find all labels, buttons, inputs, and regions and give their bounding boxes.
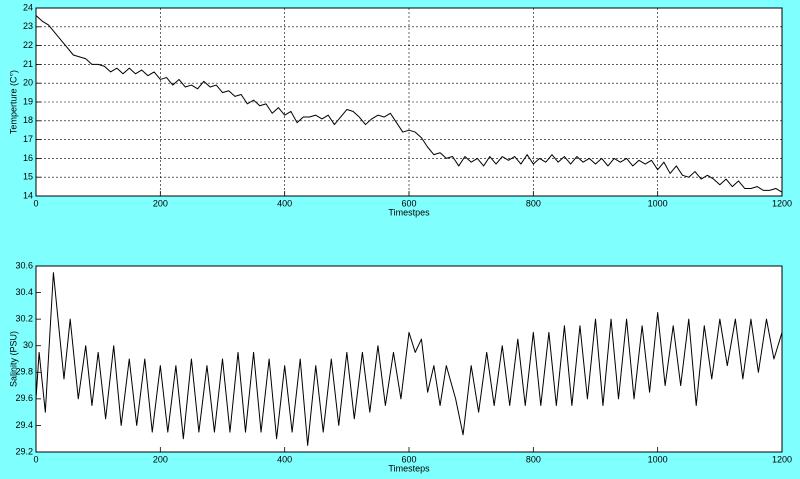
y-tick-label: 30.2 [15,314,33,324]
subplot: 0 200 400 600 800 1000 1200 29.2 29.4 29.6 29.8 30 3… [8,260,792,473]
y-tick-label: 29.4 [15,420,33,430]
y-tick-label: 23 [23,21,33,31]
x-tick-label: 200 [153,198,168,208]
x-tick-label: 800 [526,454,541,464]
x-tick-label: 1000 [648,198,668,208]
y-tick-label: 21 [23,59,33,69]
x-axis-label: Timesteps [388,463,430,473]
x-tick-label: 1000 [648,454,668,464]
subplot: 0 200 400 600 800 1000 1200 14 15 16 17 18 19 20 21 22 2… [8,2,792,217]
y-tick-label: 30.4 [15,287,33,297]
x-tick-label: 400 [277,198,292,208]
x-tick-label: 200 [153,454,168,464]
y-tick-label: 29.6 [15,393,33,403]
y-axis-label: Temperture (C°) [8,70,18,134]
y-tick-label: 20 [23,78,33,88]
data-line [35,272,783,446]
data-line [35,15,783,193]
x-tick-label: 0 [33,198,38,208]
x-tick-label: 800 [526,198,541,208]
x-axis-label: Timestpes [388,207,430,217]
y-tick-label: 22 [23,40,33,50]
x-tick-label: 400 [277,454,292,464]
x-tick-label: 600 [401,454,416,464]
y-tick-label: 30.6 [15,260,33,270]
y-tick-label: 19 [23,96,33,106]
y-tick-label: 14 [23,190,33,200]
y-tick-label: 16 [23,153,33,163]
plot-area [35,265,783,453]
y-tick-label: 24 [23,2,33,12]
x-tick-label: 1200 [772,454,792,464]
x-tick-label: 0 [33,454,38,464]
y-tick-label: 30 [23,340,33,350]
x-tick-label: 1200 [772,198,792,208]
x-tick-label: 600 [401,198,416,208]
y-tick-label: 29.2 [15,446,33,456]
y-tick-label: 29.8 [15,367,33,377]
y-tick-label: 17 [23,134,33,144]
y-tick-label: 15 [23,172,33,182]
y-tick-label: 18 [23,115,33,125]
y-axis-label: Salinity (PSU) [8,331,18,387]
